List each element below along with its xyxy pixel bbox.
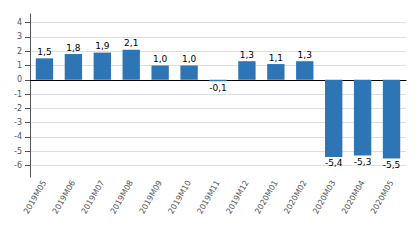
svg-text:4: 4	[17, 18, 22, 27]
svg-text:-0,1: -0,1	[209, 83, 227, 93]
svg-text:1,0: 1,0	[153, 54, 168, 64]
svg-text:1,5: 1,5	[37, 47, 51, 57]
svg-text:2019M07: 2019M07	[80, 179, 106, 216]
svg-text:-3: -3	[14, 118, 22, 127]
svg-text:2019M06: 2019M06	[51, 179, 77, 216]
svg-text:1: 1	[17, 61, 22, 70]
svg-text:0: 0	[17, 75, 22, 84]
svg-text:2019M09: 2019M09	[138, 179, 164, 216]
svg-text:1,0: 1,0	[182, 54, 197, 64]
svg-text:2019M08: 2019M08	[109, 179, 135, 216]
svg-text:2019M10: 2019M10	[166, 179, 192, 216]
svg-text:2020M03: 2020M03	[311, 179, 337, 216]
svg-text:-5: -5	[14, 147, 22, 156]
svg-text:1,3: 1,3	[298, 50, 312, 60]
svg-text:-5,5: -5,5	[383, 160, 401, 170]
svg-text:-1: -1	[14, 90, 22, 99]
svg-text:-5,3: -5,3	[354, 157, 372, 167]
svg-text:-2: -2	[14, 104, 22, 113]
svg-text:1,9: 1,9	[95, 41, 110, 51]
svg-text:2020M01: 2020M01	[253, 179, 279, 216]
svg-text:2019M11: 2019M11	[195, 179, 221, 216]
svg-text:2020M02: 2020M02	[282, 179, 308, 216]
svg-text:2020M04: 2020M04	[340, 179, 366, 216]
svg-text:1,1: 1,1	[269, 53, 283, 63]
svg-text:2020M05: 2020M05	[369, 179, 395, 216]
svg-text:3: 3	[17, 32, 22, 41]
svg-text:2,1: 2,1	[124, 38, 138, 48]
svg-text:-6: -6	[14, 161, 22, 170]
svg-text:2019M12: 2019M12	[224, 179, 250, 216]
svg-text:-4: -4	[14, 132, 22, 141]
svg-text:1,3: 1,3	[240, 50, 254, 60]
svg-text:2: 2	[17, 47, 22, 56]
svg-text:-5,4: -5,4	[325, 158, 343, 168]
svg-text:2019M05: 2019M05	[22, 179, 48, 216]
svg-text:1,8: 1,8	[66, 43, 81, 53]
